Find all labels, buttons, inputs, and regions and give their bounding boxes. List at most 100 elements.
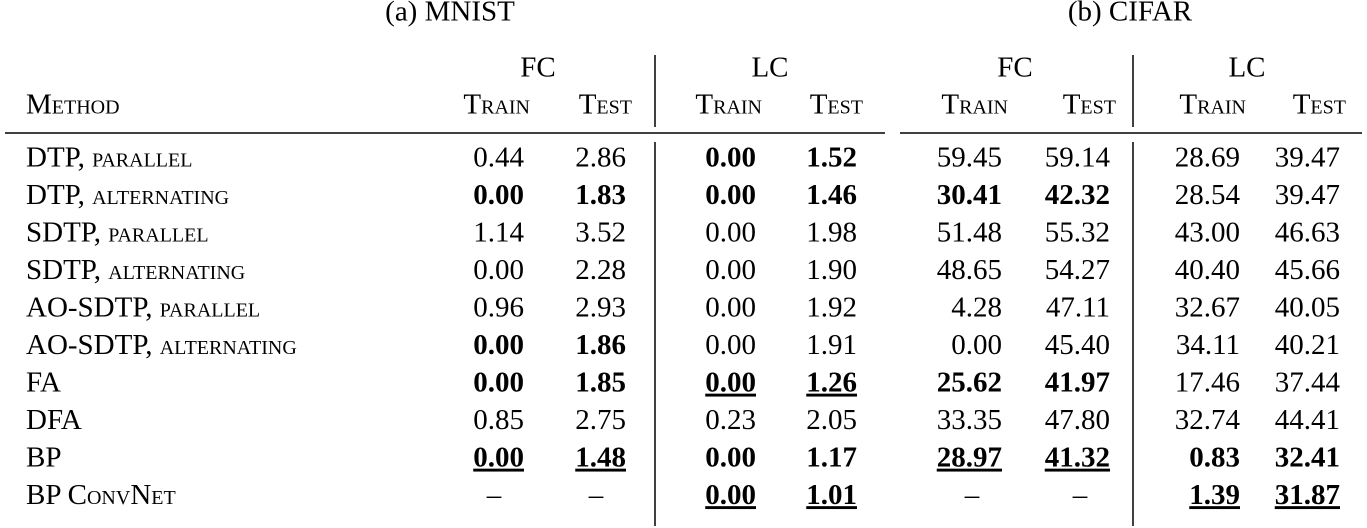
cell: 0.00 (951, 329, 1002, 361)
cell: 0.00 (705, 442, 756, 474)
method: BP (26, 442, 61, 474)
column-header: Test (579, 89, 632, 121)
cell: 0.00 (473, 179, 524, 211)
column-header: Train (463, 89, 530, 121)
cell: 1.14 (473, 217, 524, 249)
method: DFA (26, 404, 82, 436)
cell: 43.00 (1175, 217, 1240, 249)
cell: 1.17 (806, 442, 857, 474)
cell: 42.32 (1045, 179, 1110, 211)
column-header: Test (1293, 89, 1346, 121)
cell: 3.52 (575, 217, 626, 249)
group-header: FC (520, 52, 555, 84)
cell: 41.97 (1045, 367, 1110, 399)
group-header: FC (997, 52, 1032, 84)
cell: 0.00 (705, 292, 756, 324)
cell: 2.93 (575, 292, 626, 324)
cell: 0.00 (473, 442, 524, 474)
cell: – (1072, 479, 1088, 511)
cell: 0.96 (473, 292, 524, 324)
cell: 28.97 (937, 442, 1002, 474)
cell: 44.41 (1275, 404, 1340, 436)
cell: 33.35 (937, 404, 1002, 436)
cell: 1.83 (575, 179, 626, 211)
cell: 1.90 (806, 254, 857, 286)
cell: 40.21 (1275, 329, 1340, 361)
cell: 37.44 (1275, 367, 1341, 399)
cell: – (486, 479, 502, 511)
cell: 4.28 (951, 292, 1002, 324)
cell: 0.00 (705, 179, 756, 211)
cell: 0.85 (473, 404, 524, 436)
cell: 39.47 (1275, 179, 1340, 211)
cell: 1.92 (806, 292, 857, 324)
method: DTP, parallel (26, 142, 192, 174)
cell: – (588, 479, 604, 511)
cell: 0.00 (705, 142, 756, 174)
cell: 1.91 (806, 329, 857, 361)
cell: 1.39 (1189, 479, 1240, 511)
cell: 1.98 (806, 217, 857, 249)
cell: 1.86 (575, 329, 626, 361)
cell: 0.00 (705, 217, 756, 249)
group-header: LC (1228, 52, 1265, 84)
cell: 59.45 (937, 142, 1002, 174)
cell: 2.28 (575, 254, 626, 286)
cell: 0.00 (705, 329, 756, 361)
cell: 25.62 (937, 367, 1002, 399)
cell: 40.40 (1175, 254, 1240, 286)
cell: 47.80 (1045, 404, 1110, 436)
method-header: Method (26, 89, 120, 121)
cell: 34.11 (1176, 329, 1240, 361)
cell: 45.40 (1045, 329, 1110, 361)
cell: 48.65 (937, 254, 1002, 286)
cell: 28.54 (1175, 179, 1241, 211)
cell: 0.00 (473, 254, 524, 286)
cell: 45.66 (1275, 254, 1340, 286)
cell: 40.05 (1275, 292, 1340, 324)
column-header: Test (810, 89, 863, 121)
column-header: Test (1063, 89, 1116, 121)
caption: (a) MNIST (385, 0, 515, 28)
method: SDTP, alternating (26, 254, 245, 286)
cell: 1.52 (806, 142, 857, 174)
cell: 2.05 (806, 404, 857, 436)
cell: 31.87 (1275, 479, 1340, 511)
cell: 30.41 (937, 179, 1002, 211)
method: BP ConvNet (26, 479, 176, 511)
column-header: Train (1179, 89, 1246, 121)
cell: 28.69 (1175, 142, 1240, 174)
method: AO-SDTP, parallel (26, 292, 260, 324)
cell: 0.00 (473, 329, 524, 361)
cell: 47.11 (1046, 292, 1110, 324)
cell: 32.74 (1175, 404, 1241, 436)
cell: 0.00 (705, 367, 756, 399)
cell: 41.32 (1045, 442, 1110, 474)
method: SDTP, parallel (26, 217, 209, 249)
cell: 39.47 (1275, 142, 1340, 174)
cell: 17.46 (1175, 367, 1240, 399)
cell: 0.23 (705, 404, 756, 436)
cell: 0.00 (705, 254, 756, 286)
cell: 32.41 (1275, 442, 1340, 474)
cell: 1.26 (806, 367, 857, 399)
cell: 0.83 (1189, 442, 1240, 474)
cell: 2.86 (575, 142, 626, 174)
cell: 51.48 (937, 217, 1002, 249)
cell: 59.14 (1045, 142, 1111, 174)
caption: (b) CIFAR (1068, 0, 1193, 28)
cell: 1.48 (575, 442, 626, 474)
cell: 46.63 (1275, 217, 1340, 249)
column-header: Train (941, 89, 1008, 121)
cell: 32.67 (1175, 292, 1240, 324)
cell: 0.44 (473, 142, 524, 174)
cell: 54.27 (1045, 254, 1110, 286)
method: DTP, alternating (26, 179, 229, 211)
column-header: Train (695, 89, 762, 121)
cell: 0.00 (473, 367, 524, 399)
group-header: LC (751, 52, 788, 84)
method: FA (26, 367, 61, 399)
cell: – (964, 479, 980, 511)
cell: 1.85 (575, 367, 626, 399)
